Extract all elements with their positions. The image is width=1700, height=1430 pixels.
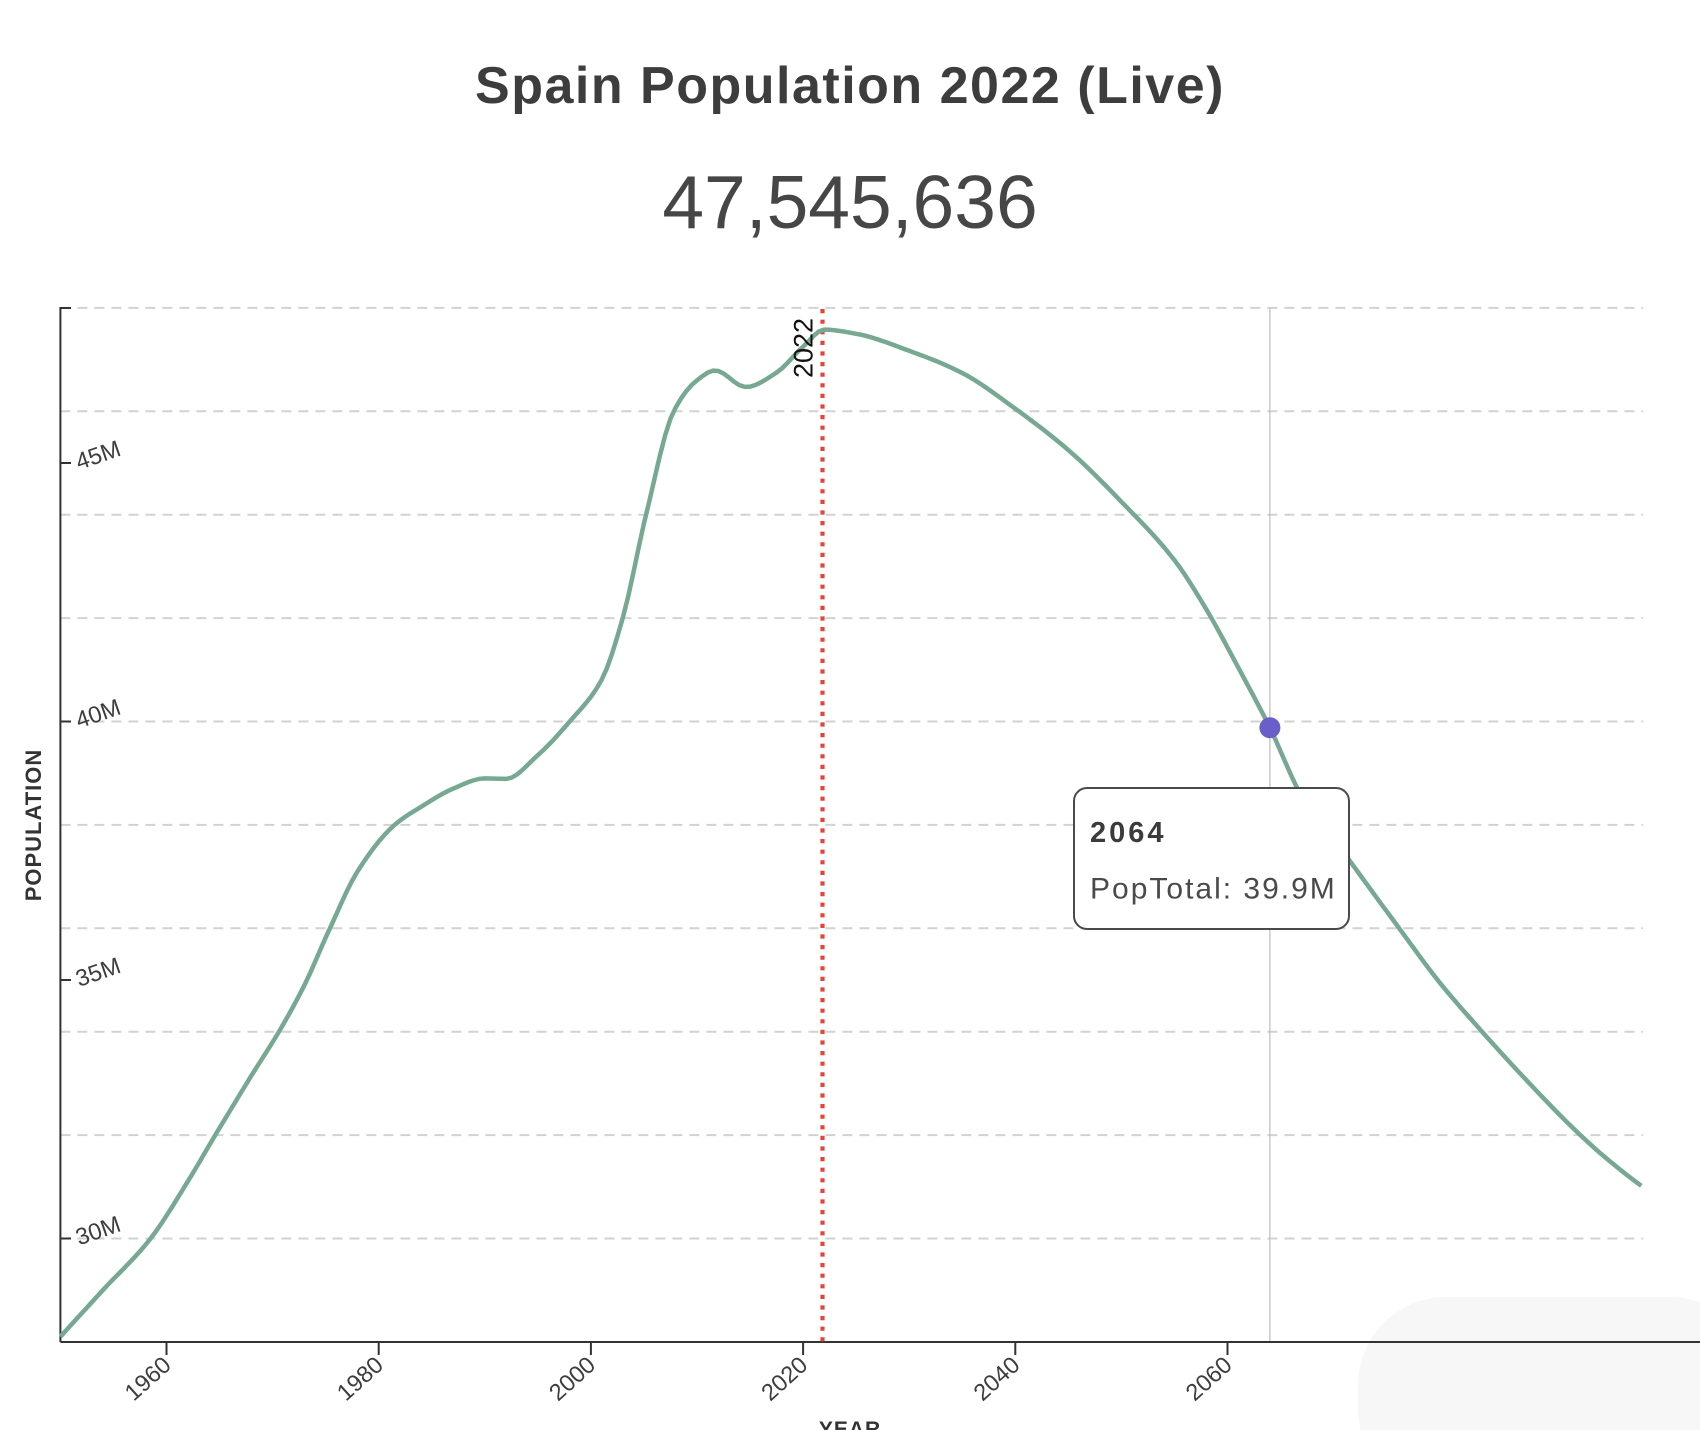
svg-text:47,545,636: 47,545,636 [662,160,1037,244]
svg-text:Spain Population 2022 (Live): Spain Population 2022 (Live) [475,57,1225,115]
svg-text:POPULATION: POPULATION [21,749,46,902]
svg-text:2022: 2022 [789,318,819,378]
svg-text:PopTotal: 39.9M: PopTotal: 39.9M [1090,873,1337,906]
svg-text:2064: 2064 [1090,817,1167,849]
svg-text:YEAR: YEAR [819,1418,881,1430]
